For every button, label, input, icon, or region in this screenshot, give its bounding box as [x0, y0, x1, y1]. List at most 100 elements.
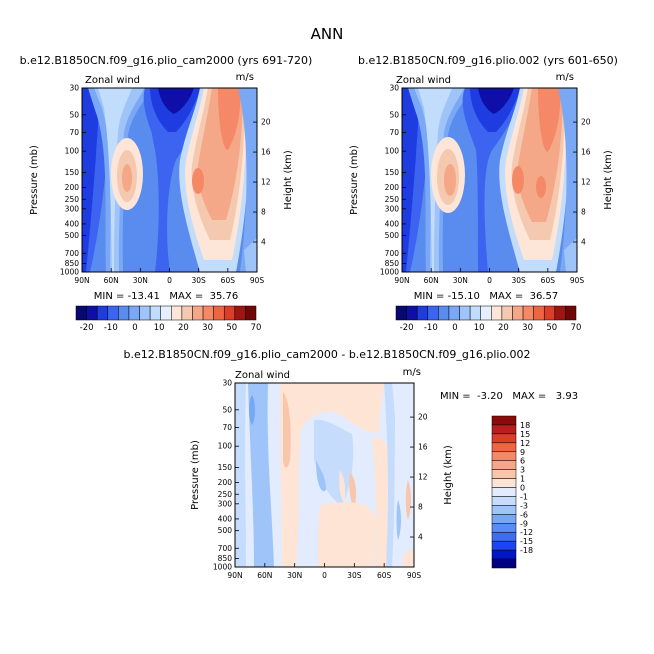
panel-difference: b.e12.B1850CN.f09_g16.plio_cam2000 - b.e… [124, 348, 579, 580]
y-tick-label: 400 [218, 514, 233, 523]
colorbar-label: -18 [520, 546, 533, 555]
x-tick-label: 90S [250, 276, 265, 285]
panel-plio-002: b.e12.B1850CN.f09_g16.plio.002 (yrs 601-… [349, 54, 618, 333]
y-tick-label: 700 [65, 249, 80, 258]
colorbar-swatch [491, 415, 517, 426]
y-tick-label: 250 [218, 490, 233, 499]
y2-tick-label: 8 [581, 208, 586, 217]
x-tick-label: 0 [322, 571, 327, 580]
y-tick-label: 30 [222, 379, 232, 388]
y2-tick-label: 4 [581, 238, 586, 247]
y-tick-label: 500 [218, 526, 233, 535]
colorbar-swatch [491, 424, 517, 435]
y2-axis-label: Height (km) [603, 150, 614, 210]
x-tick-label: 60N [257, 571, 272, 580]
y-tick-label: 1000 [60, 268, 79, 277]
colorbar-label: -6 [520, 510, 528, 519]
colorbar-swatch [459, 305, 471, 321]
panel-title: b.e12.B1850CN.f09_g16.plio_cam2000 (yrs … [20, 54, 313, 67]
x-tick-label: 60N [104, 276, 119, 285]
colorbar-label: -10 [424, 323, 438, 333]
colorbar-label: -3 [520, 501, 528, 510]
panel-plio-cam2000: b.e12.B1850CN.f09_g16.plio_cam2000 (yrs … [20, 54, 313, 333]
y-tick-label: 1000 [380, 268, 399, 277]
colorbar-swatch [491, 496, 517, 506]
min-max-text: MIN = -13.41 MAX = 35.76 [94, 291, 238, 302]
x-tick-label: 0 [487, 276, 492, 285]
colorbar [395, 305, 577, 321]
colorbar-swatch [469, 305, 481, 321]
x-tick-label: 60S [541, 276, 556, 285]
y-tick-label: 300 [385, 204, 400, 213]
y-tick-label: 700 [385, 249, 400, 258]
colorbar-label: 30 [522, 323, 533, 333]
colorbar-label: -12 [520, 528, 533, 537]
variable-label: Zonal wind [396, 75, 451, 86]
colorbar-label: 18 [520, 421, 530, 430]
colorbar [75, 305, 257, 321]
x-tick-label: 30N [287, 571, 302, 580]
x-tick-label: 90N [227, 571, 242, 580]
y-tick-label: 250 [385, 195, 400, 204]
y2-axis-label: Height (km) [283, 150, 294, 210]
y-tick-label: 1000 [213, 563, 232, 572]
y-axis-label: Pressure (mb) [190, 440, 201, 510]
colorbar-label: 20 [498, 323, 509, 333]
x-tick-label: 90N [74, 276, 89, 285]
colorbar-swatch [491, 305, 503, 321]
x-tick-label: 60S [221, 276, 236, 285]
colorbar-swatch [395, 305, 407, 321]
y-tick-label: 70 [222, 423, 232, 432]
colorbar-label: 0 [520, 484, 525, 493]
colorbar-swatch [139, 305, 151, 321]
colorbar-swatch [480, 305, 492, 321]
y-tick-label: 150 [385, 168, 400, 177]
y2-tick-label: 16 [418, 443, 428, 452]
colorbar-swatch [438, 305, 450, 321]
y-tick-label: 70 [389, 128, 399, 137]
colorbar-swatch [491, 549, 517, 560]
y2-tick-label: 12 [581, 178, 591, 187]
y-tick-label: 300 [65, 204, 80, 213]
units-label: m/s [236, 72, 254, 83]
colorbar-swatch [491, 433, 517, 444]
contour-field [82, 88, 257, 272]
colorbar-label: 50 [546, 323, 557, 333]
colorbar-label: 10 [154, 323, 165, 333]
colorbar-swatch [491, 478, 517, 488]
colorbar-swatch [522, 305, 534, 321]
colorbar-swatch [512, 305, 524, 321]
y-tick-label: 700 [218, 544, 233, 553]
y2-tick-label: 20 [581, 118, 591, 127]
y-tick-label: 850 [385, 259, 400, 268]
colorbar-swatch [554, 305, 566, 321]
colorbar-swatch [213, 305, 225, 321]
colorbar-swatch [171, 305, 183, 321]
y-tick-label: 500 [65, 231, 80, 240]
colorbar-swatch [491, 531, 517, 542]
y-tick-label: 200 [218, 478, 233, 487]
colorbar-swatch [223, 305, 236, 321]
colorbar-label: 70 [251, 323, 262, 333]
y2-tick-label: 4 [418, 533, 423, 542]
y2-tick-label: 12 [418, 473, 428, 482]
y2-tick-label: 8 [261, 208, 266, 217]
contour-field [402, 88, 577, 272]
colorbar-label: 1 [520, 475, 525, 484]
y-axis-label: Pressure (mb) [349, 145, 360, 215]
y-tick-label: 850 [65, 259, 80, 268]
y-axis-label: Pressure (mb) [29, 145, 40, 215]
colorbar-swatch [491, 558, 517, 569]
colorbar-swatch [118, 305, 130, 321]
x-tick-label: 30S [192, 276, 207, 285]
colorbar-swatch [491, 442, 517, 453]
colorbar-label: -20 [400, 323, 414, 333]
colorbar-swatch [491, 451, 517, 461]
y-tick-label: 100 [65, 147, 80, 156]
x-tick-label: 90S [407, 571, 422, 580]
units-label: m/s [403, 367, 421, 378]
colorbar-swatch [491, 540, 517, 551]
y-tick-label: 200 [385, 183, 400, 192]
x-tick-label: 30N [133, 276, 148, 285]
colorbar-label: 0 [132, 323, 137, 333]
